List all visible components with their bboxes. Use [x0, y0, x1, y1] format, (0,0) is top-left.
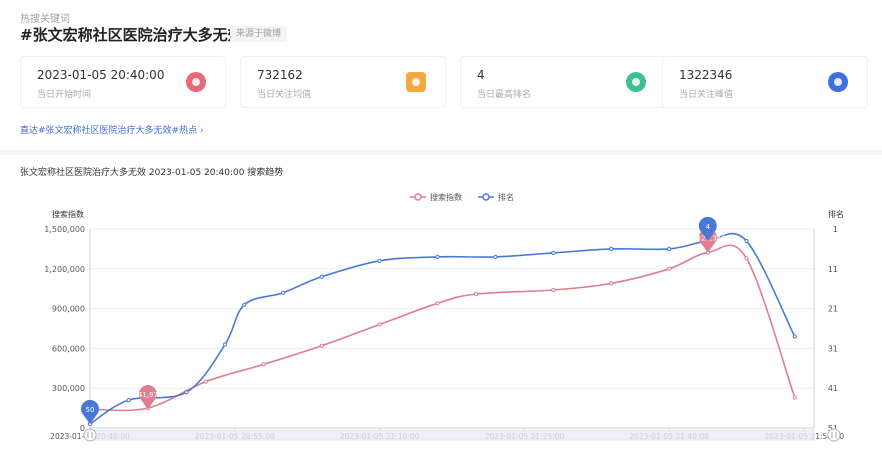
data-point[interactable] [319, 274, 324, 279]
stat-card-start-time: 2023-01-05 20:40:00 当日开始时间 [20, 56, 226, 108]
stat-card-peak: 1322346 当日关注峰值 [662, 56, 868, 108]
y-tick-right: 21 [828, 305, 838, 314]
bar-chart-icon [406, 72, 426, 92]
y-axis-right-title: 排名 [828, 209, 844, 219]
eye-icon [828, 72, 848, 92]
stat-value: 2023-01-05 20:40:00 [37, 68, 165, 82]
y-tick-right: 41 [828, 384, 838, 393]
data-point[interactable] [474, 291, 479, 297]
chart-title: 张文宏称社区医院治疗大多无效 2023-01-05 20:40:00 搜索趋势 [20, 168, 284, 178]
data-point[interactable] [493, 254, 498, 259]
stat-label: 当日开始时间 [37, 90, 92, 100]
zoom-slider-track[interactable] [89, 429, 815, 441]
page-title: #张文宏称社区医院治疗大多无效# [20, 26, 256, 44]
stat-card-average: 732162 当日关注均值 [240, 56, 446, 108]
data-point[interactable] [126, 398, 131, 403]
data-point[interactable] [744, 238, 749, 244]
section-label: 热搜关键词 [20, 14, 70, 25]
y-tick-left: 300,000 [52, 384, 85, 393]
data-point[interactable] [435, 254, 440, 259]
data-point[interactable] [744, 256, 749, 261]
stat-label: 当日最高排名 [477, 90, 532, 100]
stat-card-top-rank: 4 当日最高排名 [460, 56, 666, 108]
y-tick-right: 1 [833, 225, 838, 234]
chart-panel: 张文宏称社区医院治疗大多无效 2023-01-05 20:40:00 搜索趋势 … [0, 155, 882, 458]
zoom-handle-left[interactable] [83, 428, 97, 442]
data-point[interactable] [792, 395, 797, 400]
source-tag: 来源于微博 [230, 26, 288, 42]
legend-swatch-dot [414, 193, 422, 201]
marker-pin[interactable] [698, 216, 717, 241]
y-tick-left: 1,200,000 [44, 265, 85, 274]
marker-label: 4 [706, 223, 711, 231]
y-tick-left: 900,000 [52, 305, 85, 314]
stat-label: 当日关注均值 [257, 90, 312, 100]
award-icon [626, 72, 646, 92]
y-axis-left-title: 搜索指数 [52, 209, 84, 219]
data-point[interactable] [319, 343, 324, 348]
y-tick-right: 11 [828, 265, 838, 274]
data-point[interactable] [203, 379, 208, 384]
stat-label: 当日关注峰值 [679, 90, 734, 100]
data-point[interactable] [280, 290, 286, 295]
marker-pin[interactable] [138, 385, 157, 410]
legend-swatch-dot [482, 193, 490, 201]
series-line [89, 244, 796, 412]
data-point[interactable] [184, 390, 189, 395]
top-panel: 热搜关键词 #张文宏称社区医院治疗大多无效# 来源于微博 2023-01-05 … [0, 0, 882, 150]
hot-topic-link[interactable]: 直达#张文宏称社区医院治疗大多无效#热点 › [20, 126, 204, 136]
y-tick-right: 51 [828, 424, 838, 433]
y-tick-right: 31 [828, 344, 838, 353]
data-point[interactable] [242, 302, 247, 307]
series-line [89, 232, 796, 425]
marker-label: 141,974 [133, 391, 162, 399]
data-point[interactable] [792, 334, 797, 339]
data-point[interactable] [609, 281, 614, 286]
marker-pin[interactable] [81, 399, 99, 425]
clock-icon [186, 72, 206, 92]
y-tick-left: 600,000 [52, 344, 85, 353]
data-point[interactable] [377, 258, 382, 263]
data-point[interactable] [377, 322, 382, 327]
data-point[interactable] [551, 287, 556, 293]
y-tick-left: 0 [80, 424, 85, 433]
legend-label[interactable]: 搜索指数 [430, 192, 462, 202]
data-point[interactable] [551, 250, 556, 255]
data-point[interactable] [261, 362, 266, 367]
data-point[interactable] [435, 301, 440, 306]
data-point[interactable] [609, 246, 614, 252]
data-point[interactable] [667, 266, 672, 271]
marker-label: 50 [86, 406, 95, 414]
zoom-handle-right[interactable] [827, 428, 841, 442]
data-point[interactable] [667, 246, 672, 252]
stat-value: 732162 [257, 68, 303, 82]
data-point[interactable] [223, 342, 228, 347]
stat-value: 4 [477, 68, 485, 82]
y-tick-left: 1,500,000 [44, 225, 85, 234]
stat-value: 1322346 [679, 68, 733, 82]
legend-label[interactable]: 排名 [498, 192, 514, 202]
